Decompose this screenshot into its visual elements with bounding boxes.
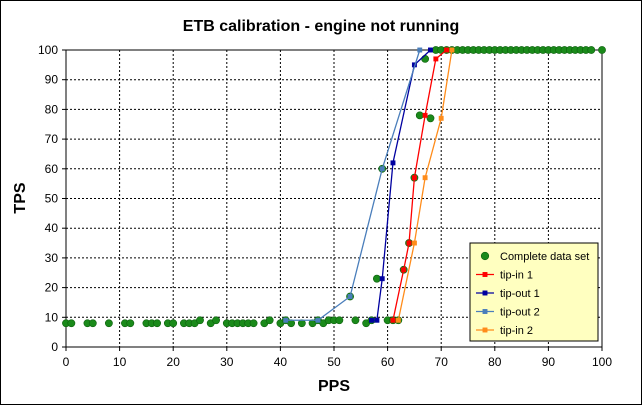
x-tick-label: 0	[63, 355, 70, 369]
y-tick-label: 0	[51, 340, 58, 354]
data-point	[415, 111, 424, 120]
data-point	[379, 276, 385, 282]
y-tick-label: 50	[45, 192, 59, 206]
data-point	[67, 319, 76, 328]
data-point	[315, 317, 321, 323]
data-point	[374, 317, 380, 323]
data-point	[411, 240, 417, 246]
series-2	[390, 47, 450, 323]
y-axis-title: TPS	[12, 182, 29, 213]
legend-label: tip-in 1	[500, 270, 533, 282]
x-tick-label: 60	[381, 355, 395, 369]
data-point	[426, 114, 435, 123]
legend-label: tip-in 2	[500, 325, 533, 337]
data-point	[104, 319, 113, 328]
x-tick-label: 70	[435, 355, 449, 369]
data-point	[401, 267, 407, 273]
y-tick-label: 90	[45, 73, 59, 87]
data-point	[126, 319, 135, 328]
legend-item-5: tip-in 2	[476, 325, 533, 337]
data-point	[196, 316, 204, 325]
data-point	[372, 274, 381, 283]
data-point	[390, 160, 396, 166]
x-tick-label: 80	[488, 355, 502, 369]
legend-item-2: tip-in 1	[476, 270, 533, 282]
x-tick-label: 30	[220, 355, 234, 369]
x-tick-label: 40	[274, 355, 288, 369]
legend-marker	[480, 251, 490, 261]
legend-marker	[482, 290, 488, 296]
chart-title: ETB calibration - engine not running	[183, 18, 459, 35]
data-point	[422, 112, 428, 118]
x-axis-title: PPS	[318, 378, 350, 395]
legend-label: tip-out 2	[500, 307, 540, 319]
data-point	[422, 175, 428, 181]
data-point	[88, 319, 97, 328]
data-point	[390, 317, 396, 323]
data-point	[347, 294, 353, 299]
legend-marker	[482, 309, 488, 314]
data-point	[417, 47, 423, 53]
y-tick-label: 100	[38, 43, 58, 57]
legend: Complete data set tip-in 1 tip-out 1 tip-ou…	[469, 242, 599, 342]
legend-box	[469, 242, 599, 342]
data-point	[438, 115, 444, 121]
data-point	[411, 175, 417, 181]
x-tick-label: 100	[592, 355, 612, 369]
y-tick-label: 70	[45, 132, 59, 146]
data-point	[153, 319, 162, 328]
series-layer	[62, 46, 606, 328]
legend-item-3: tip-out 1	[476, 288, 540, 300]
legend-marker	[482, 327, 488, 333]
y-tick-label: 10	[45, 310, 59, 324]
data-point	[351, 316, 360, 325]
y-tick-label: 80	[45, 102, 59, 116]
legend-label: Complete data set	[500, 251, 589, 263]
data-point	[587, 46, 596, 54]
legend-label: tip-out 1	[500, 288, 540, 300]
series-4	[283, 47, 423, 323]
data-point	[169, 319, 178, 328]
data-point	[433, 56, 439, 62]
x-axis-ticks: 0 10 20 30 40 50 60 70 80 90 100	[63, 347, 612, 369]
y-tick-label: 20	[45, 281, 59, 295]
data-point	[395, 317, 401, 323]
x-tick-label: 20	[167, 355, 181, 369]
data-point	[249, 319, 258, 328]
data-point	[369, 317, 374, 323]
data-point	[421, 55, 430, 63]
y-axis-ticks: 0 10 20 30 40 50 60 70 80 90 100	[38, 43, 66, 354]
legend-item-4: tip-out 2	[476, 307, 540, 319]
legend-marker	[482, 272, 488, 277]
data-point	[265, 316, 274, 325]
data-point	[379, 166, 385, 172]
series-5	[395, 47, 455, 323]
x-tick-label: 10	[113, 355, 127, 369]
x-tick-label: 90	[542, 355, 556, 369]
data-point	[444, 47, 450, 53]
legend-item-1: Complete data set	[480, 251, 589, 263]
x-tick-label: 50	[327, 355, 341, 369]
data-point	[335, 316, 344, 325]
data-point	[428, 47, 433, 53]
y-tick-label: 30	[45, 251, 59, 265]
data-point	[406, 240, 412, 246]
data-point	[449, 47, 455, 53]
data-point	[212, 316, 220, 325]
y-tick-label: 40	[45, 221, 59, 235]
data-point	[598, 46, 606, 54]
data-point	[283, 317, 289, 323]
y-tick-label: 60	[45, 162, 59, 176]
